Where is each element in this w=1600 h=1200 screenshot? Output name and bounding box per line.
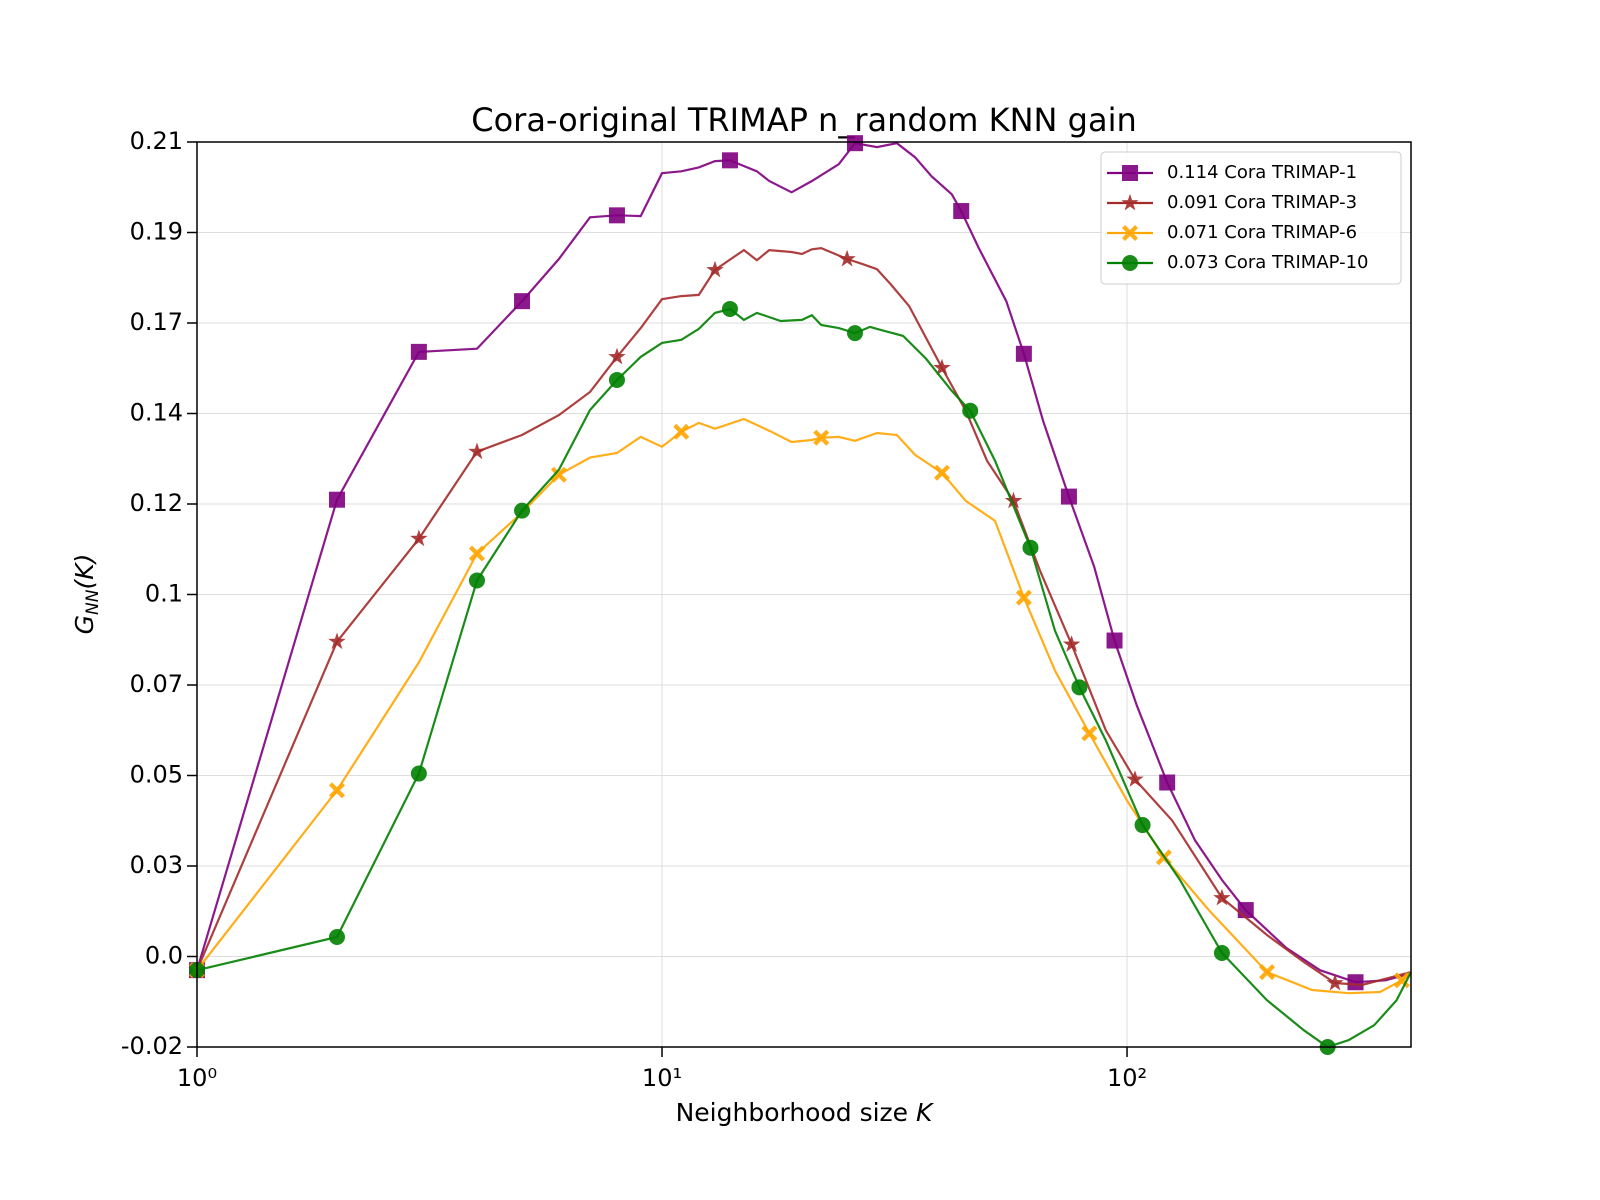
y-tick-label: 0.17 bbox=[130, 308, 183, 336]
marker bbox=[1126, 770, 1144, 787]
marker bbox=[550, 466, 567, 483]
marker bbox=[1015, 589, 1032, 606]
marker bbox=[514, 293, 531, 310]
legend-marker bbox=[1121, 193, 1139, 211]
legend-box bbox=[1100, 151, 1402, 285]
marker bbox=[934, 464, 950, 481]
legend-marker bbox=[1122, 225, 1138, 241]
marker bbox=[706, 260, 724, 278]
marker bbox=[1134, 817, 1151, 834]
series-line bbox=[195, 246, 1412, 987]
y-tick-label: 0.14 bbox=[130, 399, 183, 427]
legend-label: 0.114 Cora TRIMAP-1 bbox=[1167, 162, 1357, 183]
marker bbox=[1213, 944, 1230, 961]
marker bbox=[1213, 888, 1231, 906]
axes: -0.02 0.0 0.03 0.05 0.07 0.1 0.12 0.14 0.17 0.19 0… bbox=[121, 127, 1147, 1092]
chart-title: Cora-original TRIMAP n_random KNN gain bbox=[471, 101, 1136, 139]
marker bbox=[410, 529, 428, 547]
marker bbox=[328, 928, 345, 945]
marker bbox=[1347, 974, 1364, 991]
y-axis-label-sub: NN bbox=[83, 589, 103, 615]
marker bbox=[1060, 488, 1077, 505]
x-axis-label-text: Neighborhood size bbox=[676, 1098, 916, 1127]
marker bbox=[328, 491, 345, 508]
marker bbox=[1015, 345, 1032, 362]
y-tick-label: 0.21 bbox=[130, 127, 183, 155]
legend-marker bbox=[1122, 255, 1138, 271]
marker bbox=[1081, 725, 1098, 742]
marker bbox=[1237, 902, 1254, 919]
marker bbox=[1062, 635, 1081, 652]
legend-label: 0.071 Cora TRIMAP-6 bbox=[1167, 222, 1357, 243]
marker bbox=[468, 442, 486, 460]
y-tick-label: 0.05 bbox=[130, 761, 183, 789]
series-line bbox=[196, 417, 1412, 995]
marker bbox=[721, 300, 738, 317]
marker bbox=[1004, 491, 1023, 509]
marker bbox=[838, 249, 856, 267]
y-tick-label: 0.1 bbox=[145, 580, 183, 608]
marker bbox=[721, 152, 738, 169]
y-tick-label: -0.02 bbox=[121, 1032, 183, 1060]
y-tick-label: 0.19 bbox=[130, 218, 183, 246]
marker bbox=[514, 502, 531, 519]
marker bbox=[933, 358, 951, 376]
y-tick-label: 0.0 bbox=[145, 942, 183, 970]
marker bbox=[329, 782, 345, 799]
marker bbox=[1106, 632, 1123, 649]
y-tick-label: 0.12 bbox=[130, 489, 183, 517]
x-tick-label: 10¹ bbox=[642, 1064, 682, 1092]
marker bbox=[608, 371, 625, 388]
y-tick-label: 0.03 bbox=[130, 851, 183, 879]
x-axis-label-var: K bbox=[916, 1098, 935, 1127]
legend-label: 0.073 Cora TRIMAP-10 bbox=[1167, 252, 1369, 273]
marker bbox=[1159, 774, 1176, 791]
legend-label: 0.091 Cora TRIMAP-3 bbox=[1167, 192, 1357, 213]
marker bbox=[846, 325, 863, 342]
y-tick-label: 0.07 bbox=[130, 670, 183, 698]
marker bbox=[608, 347, 626, 365]
marker bbox=[813, 429, 830, 446]
marker bbox=[469, 545, 485, 562]
marker bbox=[410, 765, 427, 782]
marker bbox=[328, 632, 346, 650]
legend-marker bbox=[1122, 165, 1138, 181]
marker bbox=[1022, 539, 1039, 556]
marker bbox=[468, 572, 485, 589]
x-tick-label: 10⁰ bbox=[177, 1064, 217, 1092]
marker bbox=[1259, 964, 1275, 981]
marker bbox=[953, 203, 970, 220]
marker bbox=[962, 402, 979, 419]
x-axis-label: Neighborhood size K bbox=[676, 1098, 935, 1127]
y-axis-label: GNN(K) bbox=[70, 554, 103, 635]
plot-area bbox=[188, 135, 1412, 1055]
marker bbox=[673, 423, 690, 440]
x-tick-label: 10² bbox=[1107, 1064, 1147, 1092]
marker bbox=[1326, 973, 1344, 991]
y-axis-label-rest: (K) bbox=[70, 554, 99, 590]
y-axis-label-main: G bbox=[70, 615, 99, 634]
legend: 0.114 Cora TRIMAP-1 0.091 Cora TRIMAP-3 0.… bbox=[1100, 151, 1402, 285]
marker bbox=[846, 135, 863, 152]
marker bbox=[608, 207, 625, 224]
marker bbox=[1071, 679, 1088, 696]
marker bbox=[410, 343, 427, 360]
